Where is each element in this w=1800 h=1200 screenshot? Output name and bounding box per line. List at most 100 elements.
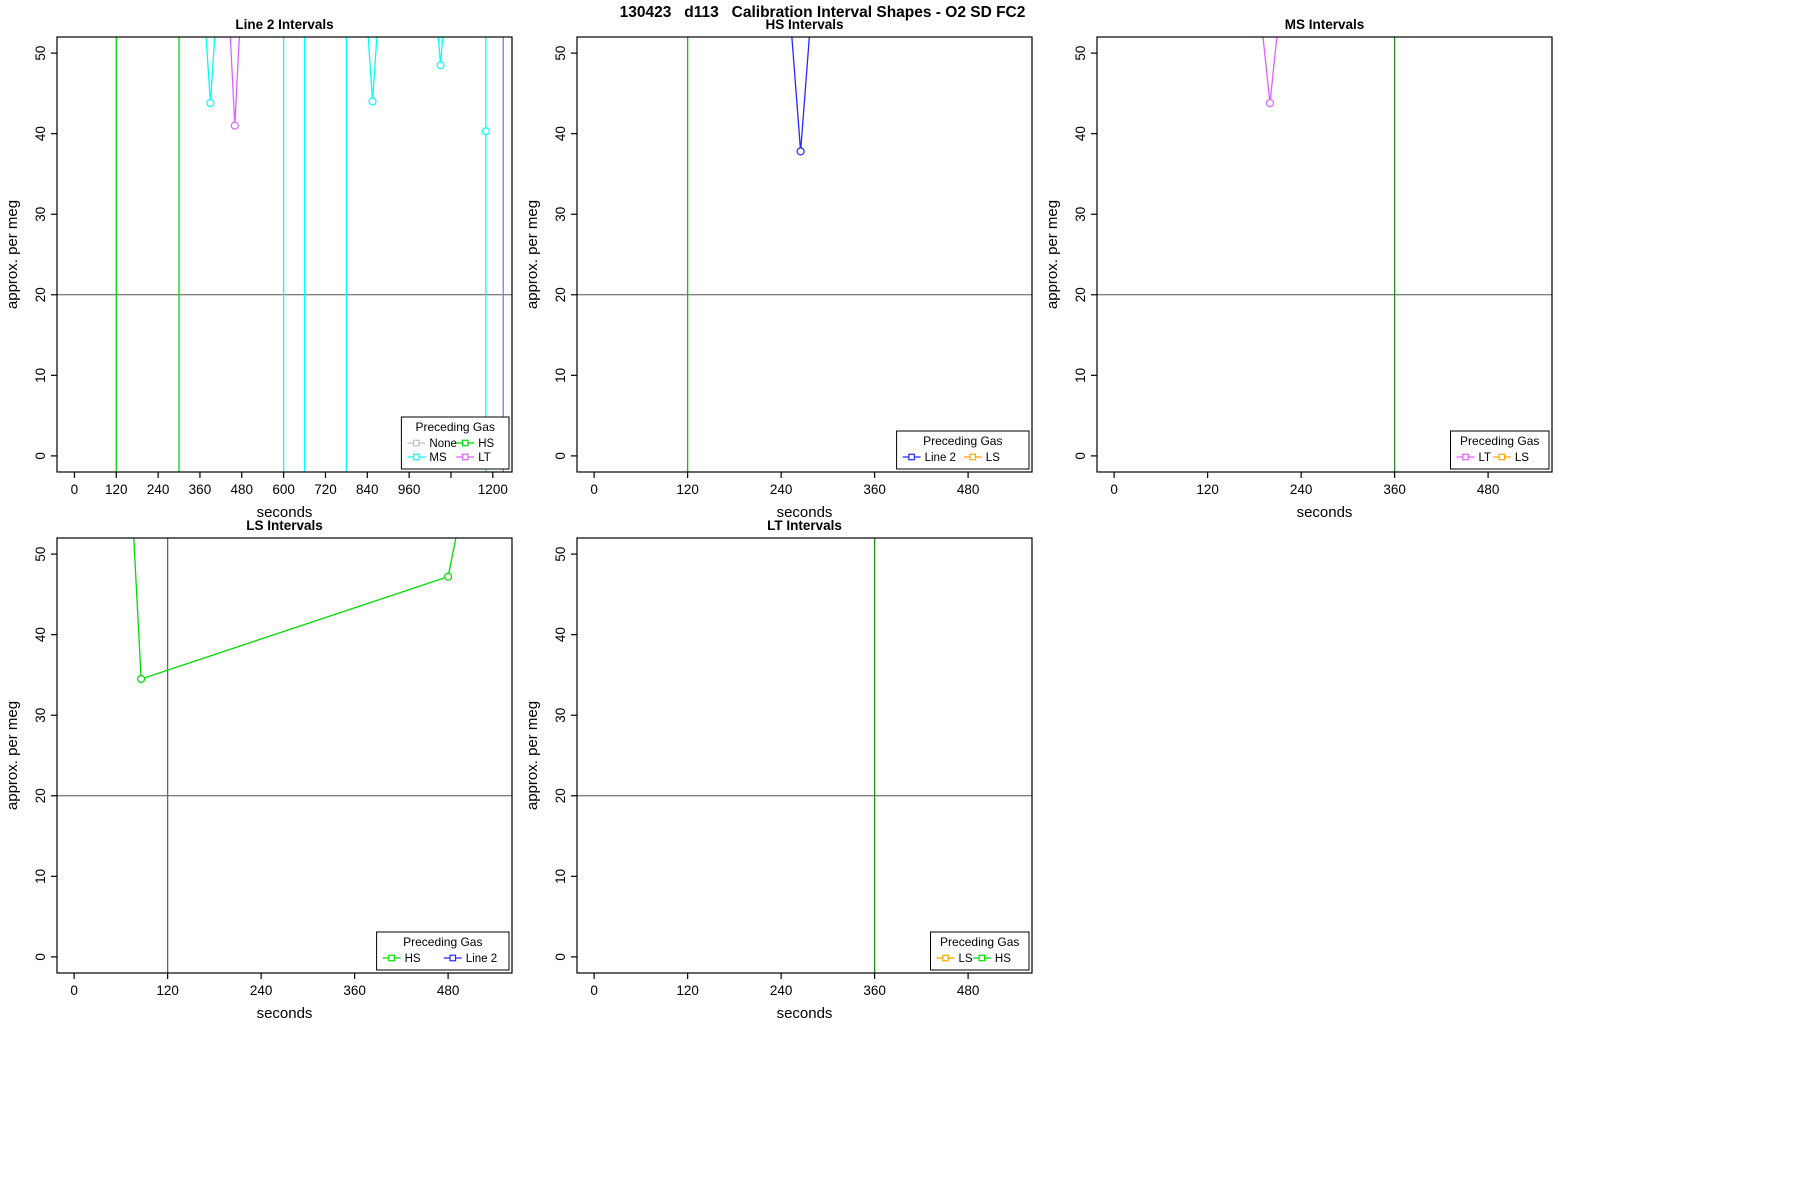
data-point-marker <box>230 121 239 130</box>
y-tick-label: 20 <box>553 287 568 302</box>
legend-entry-label: Line 2 <box>925 452 956 464</box>
series-line-lt <box>1262 37 1278 104</box>
legend-entry-marker <box>461 453 469 461</box>
plot-area <box>577 37 1032 472</box>
y-tick-label: 50 <box>33 547 48 562</box>
y-tick-label: 40 <box>553 126 568 141</box>
plot-border <box>56 36 513 473</box>
legend-entry-label: HS <box>478 438 494 450</box>
legend-entry-label: LT <box>1479 452 1492 464</box>
x-tick-label: 960 <box>398 482 421 497</box>
y-tick-label: 0 <box>33 953 48 961</box>
x-tick-label: 240 <box>250 983 273 998</box>
x-tick-label: 360 <box>863 482 886 497</box>
x-axis-label: seconds <box>257 504 313 521</box>
plot-border <box>1096 36 1553 473</box>
panel-title: MS Intervals <box>1285 17 1365 32</box>
y-tick-label: 10 <box>1073 368 1088 383</box>
legend-title: Preceding Gas <box>416 420 495 434</box>
legend: Preceding Gas None MS HS LT <box>400 416 510 470</box>
y-tick-label: 10 <box>33 869 48 884</box>
data-point-marker <box>436 61 445 70</box>
y-tick-label: 40 <box>33 126 48 141</box>
legend: Preceding Gas LS HS <box>930 931 1030 971</box>
data-point-marker <box>368 97 377 106</box>
legend-box <box>1450 430 1550 470</box>
data-point-marker <box>796 147 805 156</box>
legend-title: Preceding Gas <box>940 935 1019 949</box>
x-tick-label: 240 <box>1290 482 1313 497</box>
x-tick-label: 0 <box>1110 482 1118 497</box>
legend-entry-marker <box>978 954 986 962</box>
legend-entry-marker <box>413 439 420 447</box>
series-line-line-2 <box>791 37 810 152</box>
legend-entry-label: Line 2 <box>466 953 497 965</box>
panel-title: LS Intervals <box>246 518 323 533</box>
data-point-marker <box>206 98 215 108</box>
x-tick-label: 480 <box>437 983 460 998</box>
y-tick-label: 50 <box>1073 46 1088 61</box>
legend-entry-label: LT <box>478 452 491 464</box>
x-tick-label: 360 <box>343 983 366 998</box>
y-tick-label: 20 <box>33 788 48 803</box>
legend-entry-marker <box>942 954 949 962</box>
legend-title: Preceding Gas <box>923 434 1002 448</box>
x-tick-label: 720 <box>314 482 337 497</box>
y-tick-label: 30 <box>553 207 568 222</box>
series-line-ms <box>367 37 378 102</box>
legend: Preceding Gas LT LS <box>1450 430 1550 470</box>
legend-entry-label: LS <box>1515 452 1529 464</box>
legend-entry-label: None <box>429 438 457 450</box>
y-tick-label: 0 <box>553 452 568 460</box>
x-tick-label: 240 <box>770 482 793 497</box>
chart-ls-intervals: 0 120 240 360 480 0 10 20 30 40 50 LS Intervals seco… <box>4 518 513 1022</box>
x-tick-label: 480 <box>1477 482 1500 497</box>
legend-entry-label: HS <box>405 953 421 965</box>
legend-entry-marker <box>449 954 457 962</box>
x-axis-label: seconds <box>777 504 833 521</box>
x-axis-label: seconds <box>257 1005 313 1022</box>
y-tick-label: 10 <box>33 368 48 383</box>
x-axis-label: seconds <box>1297 504 1353 521</box>
legend: Preceding Gas HS Line 2 <box>376 931 510 971</box>
y-tick-label: 0 <box>553 953 568 961</box>
x-tick-label: 120 <box>676 983 699 998</box>
legend-entry-label: HS <box>995 953 1011 965</box>
x-tick-label: 240 <box>770 983 793 998</box>
x-tick-label: 120 <box>676 482 699 497</box>
y-tick-label: 30 <box>1073 207 1088 222</box>
legend-box <box>896 430 1030 470</box>
y-tick-label: 50 <box>553 46 568 61</box>
x-tick-label: 0 <box>70 983 78 998</box>
x-tick-label: 360 <box>189 482 212 497</box>
y-axis-label: approx. per meg <box>4 701 21 810</box>
y-tick-label: 50 <box>553 547 568 562</box>
y-tick-label: 20 <box>33 287 48 302</box>
y-tick-label: 50 <box>33 46 48 61</box>
data-point-marker <box>1265 98 1275 108</box>
legend-entry-label: LS <box>986 452 1000 464</box>
y-axis-label: approx. per meg <box>4 200 21 309</box>
plot-border <box>576 36 1033 473</box>
chart-ms-intervals: 0 120 240 360 480 0 10 20 30 40 50 MS Intervals seco… <box>1044 17 1553 521</box>
data-point-marker <box>137 674 146 684</box>
y-axis-label: approx. per meg <box>524 200 541 309</box>
x-tick-label: 0 <box>71 482 79 497</box>
data-point-marker <box>444 572 453 581</box>
chart-line-2-intervals: 0 120 240 360 480 600 720 840 960 1200 0 10 20 30 40 50… <box>4 17 513 521</box>
legend-entry-marker <box>413 453 420 461</box>
x-tick-label: 360 <box>1383 482 1406 497</box>
panel-title: LT Intervals <box>767 518 842 533</box>
y-tick-label: 30 <box>553 708 568 723</box>
plot-area <box>1097 37 1552 472</box>
x-tick-label: 0 <box>590 983 598 998</box>
plot-area <box>577 538 1032 973</box>
y-tick-label: 20 <box>1073 287 1088 302</box>
x-tick-label: 600 <box>272 482 295 497</box>
legend-title: Preceding Gas <box>1460 434 1539 448</box>
x-tick-label: 120 <box>156 983 179 998</box>
x-tick-label: 1200 <box>478 482 508 497</box>
plot-border <box>56 537 513 974</box>
